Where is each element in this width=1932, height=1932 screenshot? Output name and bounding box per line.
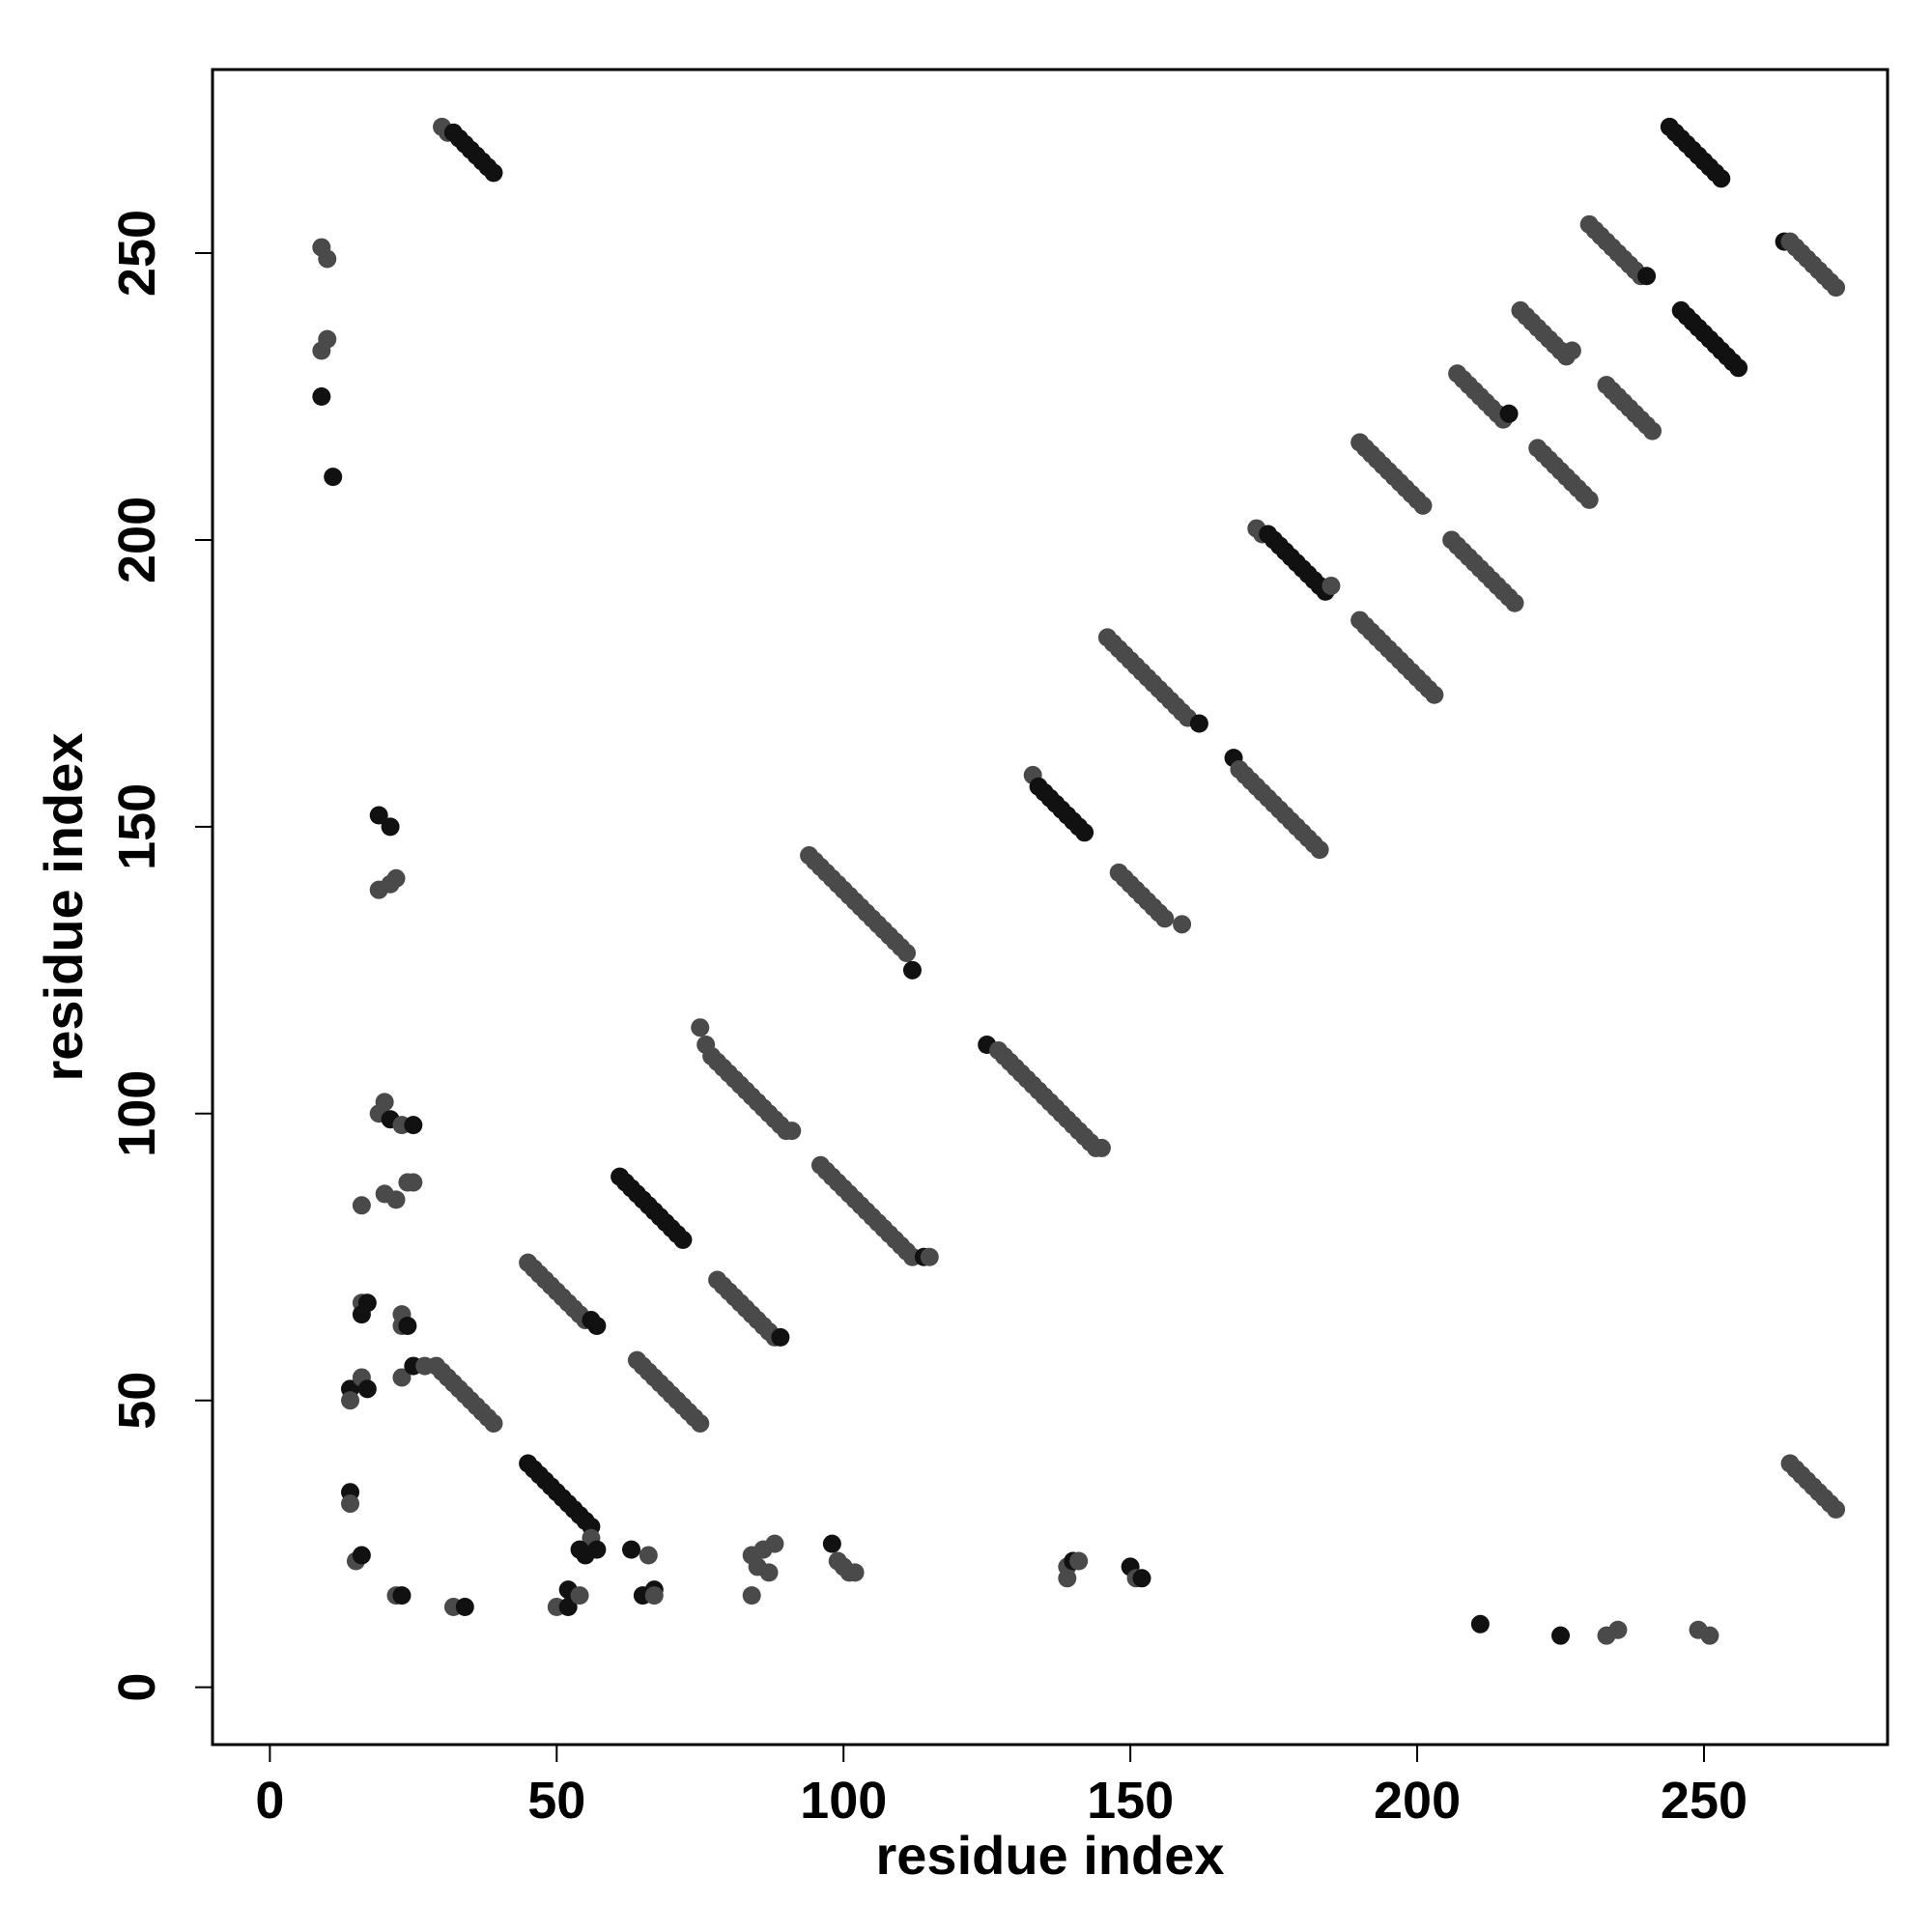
data-point [1425, 685, 1444, 704]
data-point [639, 1546, 658, 1565]
x-tick-label: 250 [1661, 1772, 1747, 1830]
data-point [1069, 1551, 1089, 1571]
data-point [1499, 404, 1519, 423]
x-tick-label: 200 [1374, 1772, 1461, 1830]
data-point [386, 1190, 406, 1209]
data-point [1637, 267, 1657, 286]
data-point [1155, 909, 1175, 928]
data-point [570, 1586, 589, 1605]
data-point [1827, 278, 1846, 298]
y-tick-label: 0 [108, 1673, 166, 1702]
data-point [1827, 1500, 1846, 1520]
data-point [1092, 1138, 1111, 1157]
x-tick-label: 50 [527, 1772, 585, 1830]
data-point [1189, 714, 1208, 733]
data-point [484, 163, 503, 183]
data-point [822, 1534, 841, 1553]
data-point [312, 386, 331, 406]
data-point [1321, 576, 1341, 595]
data-point [1562, 341, 1581, 360]
data-point [1729, 358, 1748, 378]
data-point [558, 1597, 578, 1616]
data-point [765, 1534, 784, 1553]
x-tick-label: 100 [800, 1772, 887, 1830]
data-point [1058, 1569, 1077, 1588]
data-point [644, 1586, 664, 1605]
data-point [673, 1230, 693, 1249]
y-tick-label: 150 [108, 783, 166, 870]
y-tick-label: 100 [108, 1070, 166, 1157]
data-point [742, 1586, 761, 1605]
y-tick-label: 250 [108, 210, 166, 297]
data-point [782, 1122, 802, 1141]
data-point [455, 1597, 474, 1616]
data-point [398, 1317, 417, 1335]
data-point [1700, 1626, 1719, 1645]
data-point [1173, 915, 1192, 934]
data-point [902, 960, 922, 980]
data-point [920, 1247, 939, 1266]
data-point [318, 249, 337, 269]
y-axis: 0 50 100 150 200 250 [108, 210, 213, 1702]
x-tick-label: 150 [1087, 1772, 1174, 1830]
data-point [392, 1586, 412, 1605]
data-point [404, 1173, 423, 1192]
data-point [386, 868, 406, 888]
data-point [484, 1413, 503, 1433]
data-point [1075, 823, 1094, 842]
data-point [352, 1546, 371, 1565]
data-point [357, 1379, 377, 1399]
data-point [324, 468, 343, 487]
data-point [341, 1494, 360, 1514]
x-axis-title: residue index [875, 1825, 1224, 1886]
points-layer [312, 117, 1846, 1645]
data-point [352, 1196, 371, 1215]
data-point [1413, 496, 1433, 515]
y-tick-label: 200 [108, 497, 166, 583]
data-point [381, 817, 400, 837]
data-point [576, 1546, 595, 1565]
data-point [587, 1317, 607, 1335]
data-point [1579, 490, 1599, 509]
data-point [341, 1391, 360, 1410]
data-point [352, 1305, 371, 1324]
plot-frame [211, 68, 1889, 1747]
data-point [1551, 1626, 1571, 1645]
data-point [1310, 840, 1329, 860]
data-point [691, 1413, 710, 1433]
data-point [1643, 421, 1662, 440]
data-point [691, 1018, 710, 1037]
data-point [771, 1327, 790, 1347]
data-point [375, 1093, 394, 1112]
y-tick-label: 50 [108, 1372, 166, 1430]
data-point [392, 1368, 412, 1387]
x-tick-label: 0 [255, 1772, 284, 1830]
data-point [845, 1563, 865, 1582]
data-point [897, 944, 917, 963]
data-point [622, 1540, 640, 1559]
data-point [1608, 1620, 1628, 1639]
data-point [404, 1116, 423, 1135]
x-axis: 0 50 100 150 200 250 [255, 1744, 1747, 1830]
data-point [1470, 1614, 1490, 1634]
data-point [369, 806, 388, 825]
data-point [759, 1563, 779, 1582]
data-point [318, 329, 337, 349]
data-point [1132, 1569, 1151, 1588]
data-point [1505, 593, 1524, 612]
data-point [1712, 169, 1731, 188]
y-axis-title: residue index [33, 732, 94, 1081]
